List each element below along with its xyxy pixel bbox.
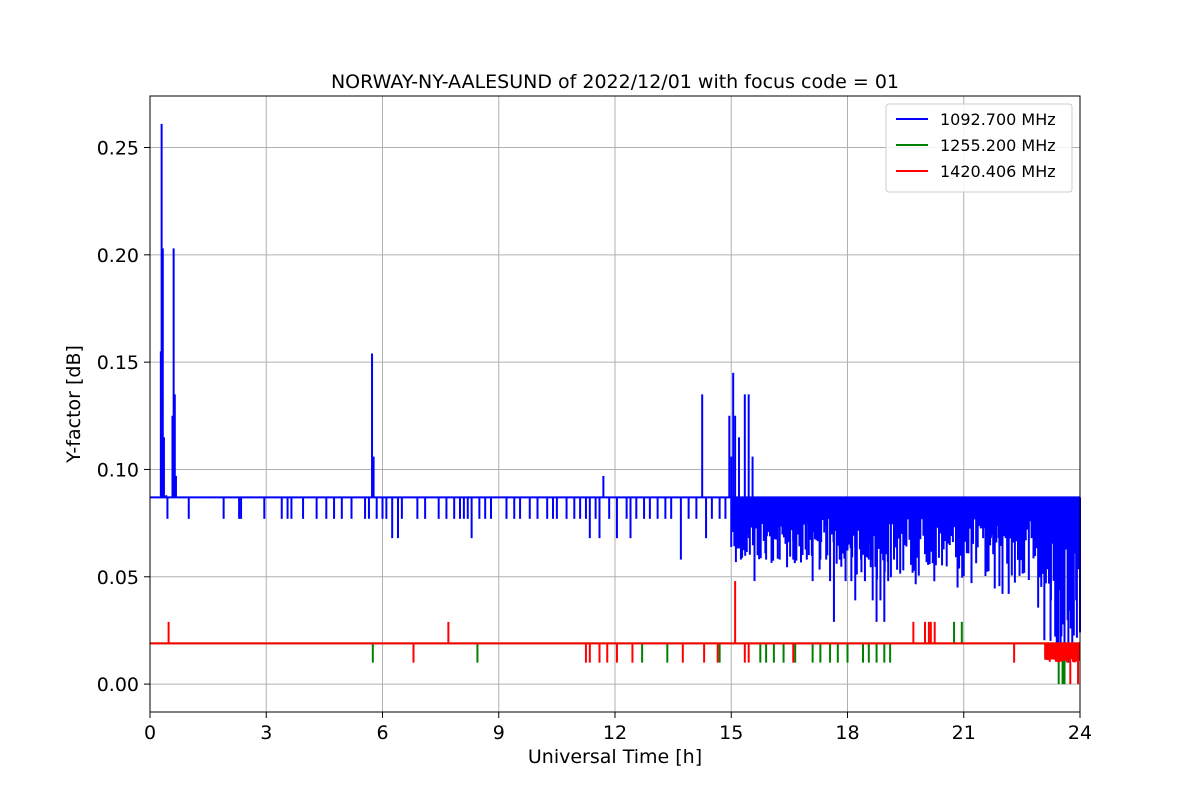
x-tick-label: 24 <box>1068 722 1092 744</box>
legend-label: 1092.700 MHz <box>940 110 1056 129</box>
chart-title: NORWAY-NY-AALESUND of 2022/12/01 with fo… <box>331 71 899 93</box>
x-axis: 0 3 6 9 12 15 18 21 24 <box>144 712 1092 744</box>
y-tick-label: 0.00 <box>97 674 139 696</box>
series-1420-406-mhz <box>150 581 1081 685</box>
x-axis-label: Universal Time [h] <box>528 746 702 768</box>
y-axis-label: Y-factor [dB] <box>63 345 85 464</box>
x-tick-label: 6 <box>376 722 388 744</box>
y-tick-label: 0.25 <box>97 138 139 160</box>
x-tick-label: 18 <box>835 722 859 744</box>
legend: 1092.700 MHz 1255.200 MHz 1420.406 MHz <box>885 103 1073 193</box>
x-tick-label: 21 <box>952 722 976 744</box>
series-layer <box>150 123 1081 685</box>
y-tick-label: 0.20 <box>97 245 139 267</box>
x-tick-label: 12 <box>603 722 627 744</box>
x-tick-label: 0 <box>144 722 156 744</box>
x-tick-label: 3 <box>260 722 272 744</box>
x-tick-label: 15 <box>719 722 743 744</box>
y-tick-label: 0.05 <box>97 567 139 589</box>
series-1092-700-mhz <box>150 123 1081 685</box>
legend-label: 1255.200 MHz <box>940 136 1056 155</box>
y-tick-label: 0.15 <box>97 352 139 374</box>
x-tick-label: 9 <box>493 722 505 744</box>
y-tick-label: 0.10 <box>97 459 139 481</box>
y-axis: 0.00 0.05 0.10 0.15 0.20 0.25 <box>97 138 150 696</box>
legend-box <box>885 103 1073 193</box>
legend-label: 1420.406 MHz <box>940 162 1056 181</box>
